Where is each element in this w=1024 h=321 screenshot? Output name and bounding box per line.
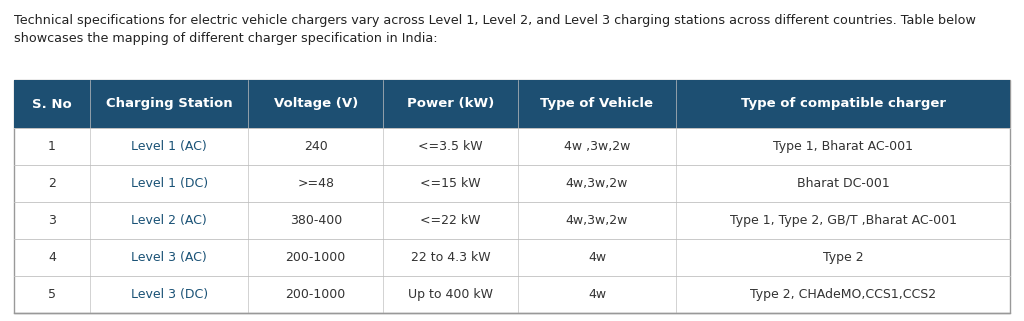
Bar — [14, 80, 1010, 313]
Text: Voltage (V): Voltage (V) — [273, 98, 357, 110]
Text: <=3.5 kW: <=3.5 kW — [418, 140, 482, 153]
Text: Technical specifications for electric vehicle chargers vary across Level 1, Leve: Technical specifications for electric ve… — [14, 14, 976, 27]
Bar — [14, 80, 1010, 128]
Text: showcases the mapping of different charger specification in India:: showcases the mapping of different charg… — [14, 32, 437, 45]
Text: Level 3 (DC): Level 3 (DC) — [131, 288, 208, 301]
Text: 240: 240 — [304, 140, 328, 153]
Text: 2: 2 — [48, 177, 56, 190]
Text: Power (kW): Power (kW) — [407, 98, 495, 110]
Text: >=48: >=48 — [297, 177, 334, 190]
Text: Level 1 (AC): Level 1 (AC) — [131, 140, 207, 153]
Text: 380-400: 380-400 — [290, 214, 342, 227]
Text: 22 to 4.3 kW: 22 to 4.3 kW — [411, 251, 490, 264]
Text: Level 2 (AC): Level 2 (AC) — [131, 214, 207, 227]
Text: Type 1, Type 2, GB/T ,Bharat AC-001: Type 1, Type 2, GB/T ,Bharat AC-001 — [729, 214, 956, 227]
Text: <=22 kW: <=22 kW — [420, 214, 480, 227]
Text: <=15 kW: <=15 kW — [420, 177, 481, 190]
Text: 200-1000: 200-1000 — [286, 251, 346, 264]
Text: Bharat DC-001: Bharat DC-001 — [797, 177, 890, 190]
Text: Type 1, Bharat AC-001: Type 1, Bharat AC-001 — [773, 140, 913, 153]
Text: 4w ,3w,2w: 4w ,3w,2w — [564, 140, 630, 153]
Text: 4: 4 — [48, 251, 56, 264]
Text: Type of compatible charger: Type of compatible charger — [740, 98, 945, 110]
Text: 1: 1 — [48, 140, 56, 153]
Text: 3: 3 — [48, 214, 56, 227]
Text: Type 2, CHAdeMO,CCS1,CCS2: Type 2, CHAdeMO,CCS1,CCS2 — [750, 288, 936, 301]
Text: 4w,3w,2w: 4w,3w,2w — [566, 177, 628, 190]
Text: Charging Station: Charging Station — [105, 98, 232, 110]
Text: 4w,3w,2w: 4w,3w,2w — [566, 214, 628, 227]
Text: Type of Vehicle: Type of Vehicle — [541, 98, 653, 110]
Text: Type 2: Type 2 — [822, 251, 863, 264]
Text: S. No: S. No — [32, 98, 72, 110]
Text: 5: 5 — [48, 288, 56, 301]
Text: Level 1 (DC): Level 1 (DC) — [131, 177, 208, 190]
Text: Up to 400 kW: Up to 400 kW — [408, 288, 493, 301]
Text: 4w: 4w — [588, 288, 606, 301]
Text: Level 3 (AC): Level 3 (AC) — [131, 251, 207, 264]
Text: 4w: 4w — [588, 251, 606, 264]
Text: 200-1000: 200-1000 — [286, 288, 346, 301]
